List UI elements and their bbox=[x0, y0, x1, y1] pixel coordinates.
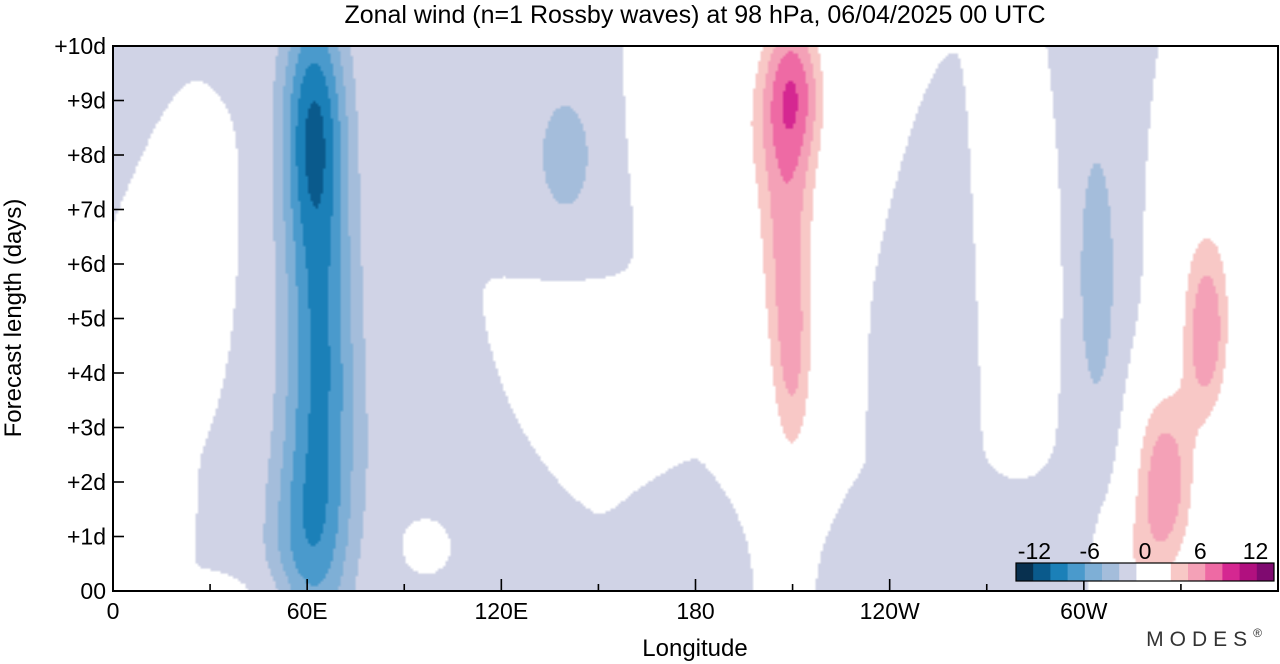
colorbar-swatch bbox=[1239, 563, 1258, 581]
x-tick-label: 120W bbox=[860, 598, 920, 624]
x-tick-label: 60E bbox=[287, 598, 328, 624]
colorbar-swatch bbox=[1205, 563, 1223, 581]
colorbar-tick-label: 12 bbox=[1243, 538, 1269, 564]
colorbar-tick-label: 6 bbox=[1194, 538, 1207, 564]
brand-mark: ® bbox=[1253, 626, 1262, 640]
colorbar-swatch bbox=[1033, 563, 1051, 581]
y-axis-title: Forecast length (days) bbox=[0, 199, 27, 438]
y-tick-label: +6d bbox=[67, 251, 106, 277]
x-tick-label: 120E bbox=[474, 598, 528, 624]
x-axis-ticks: 0 60E 120E 180 120W 60W bbox=[107, 579, 1279, 624]
colorbar-frame bbox=[1015, 562, 1275, 582]
y-tick-label: +5d bbox=[67, 306, 106, 332]
colorbar-swatch bbox=[1050, 563, 1068, 581]
y-tick-label: +1d bbox=[67, 524, 106, 550]
y-tick-label: +10d bbox=[54, 33, 106, 59]
y-tick-label: +7d bbox=[67, 197, 106, 223]
x-tick-label: 180 bbox=[676, 598, 714, 624]
colorbar-swatch bbox=[1222, 563, 1240, 581]
brand-name: MODES bbox=[1146, 628, 1253, 651]
colorbar-swatch bbox=[1016, 563, 1034, 581]
y-axis-ticks: 00 +1d +2d +3d +4d +5d +6d +7d +8d +9d +10d bbox=[54, 33, 124, 604]
y-tick-label: +4d bbox=[67, 360, 106, 386]
x-tick-label: 60W bbox=[1060, 598, 1108, 624]
colorbar-swatch bbox=[1084, 563, 1103, 581]
colorbar-swatch bbox=[1136, 563, 1154, 581]
colorbar-swatch bbox=[1119, 563, 1137, 581]
y-tick-label: +2d bbox=[67, 469, 106, 495]
x-tick-label: 0 bbox=[107, 598, 120, 624]
y-tick-label: +3d bbox=[67, 415, 106, 441]
colorbar-legend: -12 -6 0 6 12 bbox=[1015, 538, 1275, 582]
y-tick-label: 00 bbox=[80, 578, 106, 604]
x-axis-title: Longitude bbox=[642, 635, 747, 662]
wind-contour-field bbox=[113, 46, 1278, 591]
chart-title: Zonal wind (n=1 Rossby waves) at 98 hPa,… bbox=[344, 1, 1045, 29]
y-tick-label: +8d bbox=[67, 142, 106, 168]
colorbar-swatch bbox=[1188, 563, 1206, 581]
colorbar-tick-label: 0 bbox=[1139, 538, 1152, 564]
colorbar-swatch bbox=[1153, 563, 1172, 581]
colorbar-swatch bbox=[1170, 563, 1189, 581]
colorbar-swatch bbox=[1067, 563, 1086, 581]
colorbar-tick-label: -12 bbox=[1018, 538, 1051, 564]
y-tick-label: +9d bbox=[67, 88, 106, 114]
colorbar-swatch bbox=[1256, 563, 1275, 581]
colorbar-swatch bbox=[1102, 563, 1120, 581]
brand-logo: MODES® bbox=[1146, 626, 1262, 651]
colorbar-tick-label: -6 bbox=[1079, 538, 1099, 564]
